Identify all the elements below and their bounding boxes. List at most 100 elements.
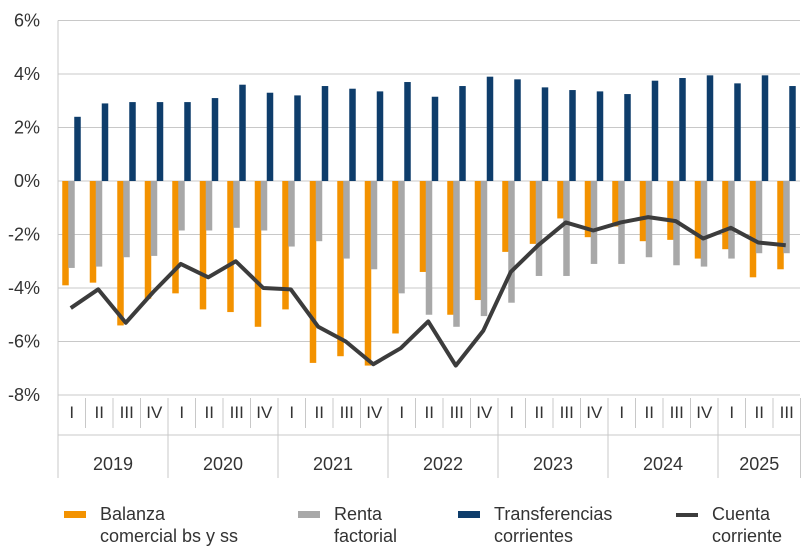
quarter-label: I xyxy=(729,403,734,422)
legend-item-balanza: Balanza comercial bs y ss xyxy=(64,503,238,547)
quarter-label: III xyxy=(120,403,134,422)
bar-transferencias-corrientes xyxy=(459,86,466,181)
bar-renta-factorial xyxy=(68,181,75,268)
bar-transferencias-corrientes xyxy=(376,91,384,181)
bar-renta-factorial xyxy=(178,181,185,231)
quarter-label: II xyxy=(95,403,104,422)
bar-renta-factorial xyxy=(205,181,213,231)
bar-balanza-comercial-bs-y-ss xyxy=(254,181,262,327)
quarter-label: III xyxy=(230,403,244,422)
bar-transferencias-corrientes xyxy=(349,88,356,181)
bar-balanza-comercial-bs-y-ss xyxy=(144,181,152,299)
legend-item-renta: Renta factorial xyxy=(298,503,397,547)
quarter-label: II xyxy=(425,403,434,422)
bar-transferencias-corrientes xyxy=(239,84,246,181)
legend-label: Balanza xyxy=(100,504,166,524)
bar-renta-factorial xyxy=(398,181,405,294)
year-label: 2019 xyxy=(93,454,133,474)
legend-swatch xyxy=(458,511,480,518)
bar-renta-factorial xyxy=(783,181,790,254)
quarter-label: IV xyxy=(146,403,163,422)
bar-transferencias-corrientes xyxy=(266,92,274,181)
quarter-label: IV xyxy=(256,403,273,422)
bar-transferencias-corrientes xyxy=(294,95,301,181)
bar-balanza-comercial-bs-y-ss xyxy=(722,181,729,250)
quarter-label: I xyxy=(619,403,624,422)
bar-renta-factorial xyxy=(150,181,158,256)
bar-balanza-comercial-bs-y-ss xyxy=(529,181,537,244)
bar-renta-factorial xyxy=(453,181,460,327)
bar-renta-factorial xyxy=(508,181,515,303)
quarter-label: III xyxy=(340,403,354,422)
legend-label: comercial bs y ss xyxy=(100,526,239,546)
legend-item-cuenta: Cuenta corriente xyxy=(676,503,782,547)
bar-balanza-comercial-bs-y-ss xyxy=(419,181,427,272)
quarter-label: III xyxy=(560,403,574,422)
year-label: 2023 xyxy=(533,454,573,474)
bar-renta-factorial xyxy=(233,181,240,228)
bar-transferencias-corrientes xyxy=(706,75,714,181)
bar-balanza-comercial-bs-y-ss xyxy=(309,181,317,363)
quarter-label: IV xyxy=(476,403,493,422)
quarter-label: III xyxy=(450,403,464,422)
bar-transferencias-corrientes xyxy=(789,86,796,181)
bar-renta-factorial xyxy=(370,181,378,270)
bar-transferencias-corrientes xyxy=(129,102,136,181)
bar-renta-factorial xyxy=(123,181,130,258)
bar-transferencias-corrientes xyxy=(156,102,164,181)
bar-transferencias-corrientes xyxy=(679,78,686,181)
quarter-label: I xyxy=(509,403,514,422)
bar-transferencias-corrientes xyxy=(101,103,109,181)
quarter-label: I xyxy=(179,403,184,422)
bar-transferencias-corrientes xyxy=(404,82,411,181)
bar-transferencias-corrientes xyxy=(321,86,329,181)
quarter-label: IV xyxy=(366,403,383,422)
legend-label: corriente xyxy=(712,526,783,546)
bar-balanza-comercial-bs-y-ss xyxy=(172,181,179,294)
year-label: 2024 xyxy=(643,454,683,474)
quarter-label: I xyxy=(399,403,404,422)
quarter-label: II xyxy=(535,403,544,422)
bar-balanza-comercial-bs-y-ss xyxy=(89,181,97,283)
bar-transferencias-corrientes xyxy=(734,83,741,181)
bar-renta-factorial xyxy=(535,181,543,276)
bar-transferencias-corrientes xyxy=(541,87,549,181)
legend-label: corrientes xyxy=(494,526,574,546)
quarter-label: II xyxy=(645,403,654,422)
y-tick-label: -6% xyxy=(8,332,40,352)
quarter-label: I xyxy=(69,403,74,422)
bar-transferencias-corrientes xyxy=(74,116,81,181)
bar-transferencias-corrientes xyxy=(431,96,439,181)
bar-transferencias-corrientes xyxy=(514,79,521,181)
quarter-label: IV xyxy=(586,403,603,422)
bar-renta-factorial xyxy=(563,181,570,276)
bar-transferencias-corrientes xyxy=(596,91,604,181)
legend-label: Cuenta xyxy=(712,504,771,524)
bar-renta-factorial xyxy=(728,181,735,259)
quarter-label: II xyxy=(205,403,214,422)
bar-renta-factorial xyxy=(700,181,708,267)
bar-balanza-comercial-bs-y-ss xyxy=(584,181,592,238)
bar-balanza-comercial-bs-y-ss xyxy=(777,181,784,270)
bar-balanza-comercial-bs-y-ss xyxy=(282,181,289,310)
y-tick-label: 4% xyxy=(14,64,40,84)
legend-label: factorial xyxy=(334,526,398,546)
y-tick-label: 6% xyxy=(14,11,40,31)
y-tick-label: -2% xyxy=(8,225,40,245)
y-tick-label: 2% xyxy=(14,118,40,138)
legend-swatch xyxy=(676,513,698,517)
y-tick-label: -8% xyxy=(8,385,40,405)
bar-balanza-comercial-bs-y-ss xyxy=(474,181,482,301)
quarter-label: II xyxy=(315,403,324,422)
bar-renta-factorial xyxy=(288,181,295,247)
bar-transferencias-corrientes xyxy=(761,75,769,181)
bar-balanza-comercial-bs-y-ss xyxy=(667,181,674,240)
bar-renta-factorial xyxy=(425,181,433,315)
bar-balanza-comercial-bs-y-ss xyxy=(612,181,619,227)
year-label: 2020 xyxy=(203,454,243,474)
y-tick-label: -4% xyxy=(8,278,40,298)
year-label: 2022 xyxy=(423,454,463,474)
bar-balanza-comercial-bs-y-ss xyxy=(62,181,69,286)
bar-renta-factorial xyxy=(315,181,323,242)
bar-balanza-comercial-bs-y-ss xyxy=(337,181,344,357)
